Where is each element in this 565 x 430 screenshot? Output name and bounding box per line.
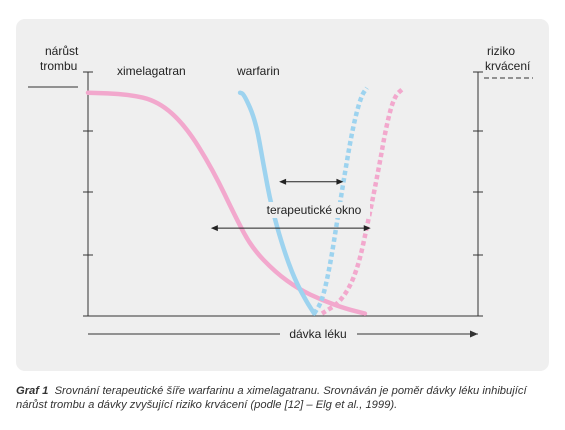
series-line-ximelagatran — [85, 90, 368, 316]
series-line-warfarin — [237, 90, 317, 316]
therapeutic-window-ximelagatran — [210, 225, 371, 232]
series-line-bleeding-3 — [320, 86, 406, 316]
x-axis-label-bg — [280, 325, 357, 342]
therapeutic-window-label: terapeutické okno — [267, 203, 362, 217]
caption-label: Graf 1 — [16, 385, 49, 397]
left-ticks — [83, 71, 93, 317]
annotation-bg — [260, 202, 370, 218]
series-label-warfarin: warfarin — [236, 64, 280, 78]
window-arrow-right — [336, 178, 344, 185]
right-ticks — [473, 71, 483, 317]
left-axis-label-1: nárůst — [45, 44, 79, 58]
caption-text: Srovnání terapeutické šíře warfarinu a x… — [16, 385, 527, 411]
series-label-ximelagatran: ximelagatran — [117, 64, 186, 78]
window-arrow-left — [279, 178, 287, 185]
left-axis-label-2: trombu — [40, 59, 77, 73]
window-layer — [210, 178, 371, 232]
x-axis-label: dávka léku — [289, 327, 346, 341]
x-axis-arrowhead — [470, 330, 478, 338]
window-arrow-left — [210, 225, 218, 232]
series-layer — [85, 86, 406, 316]
figure-panel — [16, 19, 549, 371]
figure-caption: Graf 1 Srovnání terapeutické šíře warfar… — [16, 384, 556, 412]
therapeutic-window-warfarin — [279, 178, 344, 185]
window-arrow-right — [363, 225, 371, 232]
right-axis-label-2: krvácení — [485, 59, 531, 73]
series-line-bleeding-2 — [312, 86, 369, 315]
right-axis-label-1: riziko — [487, 44, 515, 58]
